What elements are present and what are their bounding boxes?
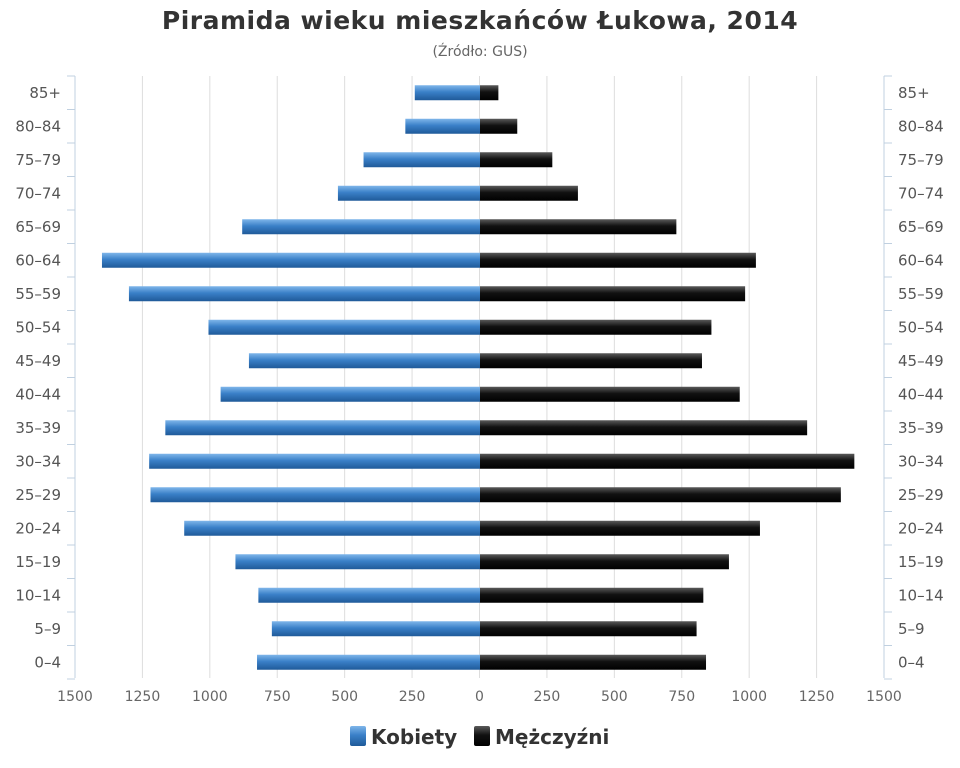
bar-mezczyzni: [480, 487, 841, 503]
legend-item-kobiety[interactable]: Kobiety: [350, 725, 457, 749]
bar-kobiety: [242, 219, 480, 235]
x-tick-label: 1000: [731, 689, 767, 705]
bar-mezczyzni: [480, 152, 553, 168]
y-category-label-left: 80–84: [15, 117, 61, 135]
x-tick-label: 250: [399, 689, 426, 705]
chart-subtitle: (Źródło: GUS): [432, 44, 528, 60]
y-category-label-left: 15–19: [15, 553, 61, 571]
x-tick-label: 500: [601, 689, 628, 705]
y-category-label-right: 50–54: [898, 318, 944, 336]
x-tick-label: 1250: [799, 689, 835, 705]
y-category-label-right: 40–44: [898, 385, 944, 403]
bar-kobiety: [165, 420, 481, 436]
bar-kobiety: [248, 353, 480, 369]
y-category-label-left: 55–59: [15, 285, 61, 303]
y-category-label-left: 5–9: [34, 620, 61, 638]
chart-title: Piramida wieku mieszkańców Łukowa, 2014: [161, 6, 799, 35]
bar-kobiety: [363, 152, 480, 168]
y-category-label-right: 65–69: [898, 218, 944, 236]
y-category-label-left: 0–4: [34, 653, 61, 671]
bar-kobiety: [235, 554, 480, 570]
y-category-label-right: 25–29: [898, 486, 944, 504]
bar-mezczyzni: [480, 621, 697, 637]
x-tick-label: 1000: [192, 689, 228, 705]
y-category-label-left: 50–54: [15, 318, 61, 336]
y-category-label-left: 20–24: [15, 519, 61, 537]
y-category-label-right: 55–59: [898, 285, 944, 303]
bar-kobiety: [220, 386, 480, 402]
bar-kobiety: [258, 587, 480, 603]
bar-mezczyzni: [480, 654, 707, 670]
y-category-label-left: 60–64: [15, 251, 61, 269]
bar-kobiety: [405, 118, 480, 134]
x-tick-label: 1500: [866, 689, 902, 705]
legend-swatch: [474, 726, 490, 746]
y-category-label-left: 35–39: [15, 419, 61, 437]
y-category-label-left: 30–34: [15, 452, 61, 470]
y-category-label-right: 20–24: [898, 519, 944, 537]
y-category-label-left: 40–44: [15, 385, 61, 403]
y-category-label-right: 75–79: [898, 151, 944, 169]
legend-item-mezczyzni[interactable]: Mężczyźni: [474, 725, 609, 749]
x-tick-label: 500: [331, 689, 358, 705]
bar-kobiety: [208, 319, 481, 335]
bar-kobiety: [101, 252, 480, 268]
bar-mezczyzni: [480, 319, 712, 335]
bar-mezczyzni: [480, 219, 677, 235]
legend[interactable]: Kobiety Mężczyźni: [350, 725, 609, 749]
y-category-label-right: 85+: [898, 84, 930, 102]
x-tick-label: 1500: [57, 689, 93, 705]
bar-mezczyzni: [480, 453, 855, 469]
y-category-label-left: 75–79: [15, 151, 61, 169]
bar-kobiety: [128, 286, 480, 302]
y-category-label-right: 30–34: [898, 452, 944, 470]
bar-kobiety: [184, 520, 480, 536]
y-category-label-left: 65–69: [15, 218, 61, 236]
legend-label: Mężczyźni: [495, 725, 609, 749]
bar-kobiety: [149, 453, 481, 469]
y-category-label-right: 35–39: [898, 419, 944, 437]
bar-mezczyzni: [480, 587, 704, 603]
y-category-label-right: 5–9: [898, 620, 925, 638]
y-category-label-left: 45–49: [15, 352, 61, 370]
y-category-label-left: 25–29: [15, 486, 61, 504]
bar-mezczyzni: [480, 520, 760, 536]
y-category-label-left: 85+: [29, 84, 61, 102]
bar-kobiety: [271, 621, 480, 637]
bar-kobiety: [414, 85, 480, 101]
y-category-label-right: 10–14: [898, 586, 944, 604]
y-category-label-right: 0–4: [898, 653, 925, 671]
y-category-label-right: 80–84: [898, 117, 944, 135]
y-category-label-right: 70–74: [898, 184, 944, 202]
bar-mezczyzni: [480, 286, 746, 302]
legend-label: Kobiety: [371, 725, 457, 749]
x-tick-label: 750: [668, 689, 695, 705]
legend-swatch: [350, 726, 366, 746]
bar-mezczyzni: [480, 118, 518, 134]
bar-mezczyzni: [480, 420, 808, 436]
bars-layer: [101, 85, 855, 670]
bar-mezczyzni: [480, 85, 499, 101]
bar-kobiety: [337, 185, 480, 201]
bar-mezczyzni: [480, 386, 740, 402]
axis-layer: 1500 1250 1000 750 500 250 0 250 500 750 1000 1250 1…: [15, 75, 944, 705]
x-tick-label: 250: [534, 689, 561, 705]
bar-kobiety: [150, 487, 481, 503]
bar-kobiety: [257, 654, 480, 670]
bar-mezczyzni: [480, 554, 729, 570]
y-category-label-left: 10–14: [15, 586, 61, 604]
bar-mezczyzni: [480, 185, 578, 201]
x-tick-label: 750: [264, 689, 291, 705]
x-tick-label: 0: [475, 689, 484, 705]
y-category-label-left: 70–74: [15, 184, 61, 202]
y-category-label-right: 15–19: [898, 553, 944, 571]
bar-mezczyzni: [480, 353, 702, 369]
bar-mezczyzni: [480, 252, 756, 268]
y-category-label-right: 45–49: [898, 352, 944, 370]
x-tick-label: 1250: [125, 689, 161, 705]
y-category-label-right: 60–64: [898, 251, 944, 269]
